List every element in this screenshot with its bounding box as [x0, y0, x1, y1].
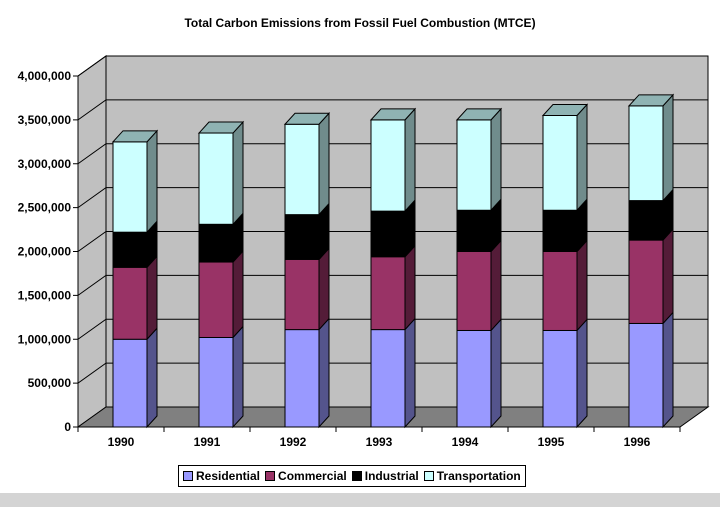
y-tick-label: 3,500,000 [18, 113, 72, 127]
legend-item: Residential [183, 469, 260, 483]
bar-residential-1996-side [662, 311, 674, 429]
bar-residential-1995 [542, 329, 578, 428]
legend: Residential Commercial Industrial Transport… [178, 465, 526, 487]
bar-transportation-1994 [456, 119, 492, 211]
bar-top-1991 [197, 121, 245, 134]
bar-transportation-1995 [542, 114, 578, 211]
bar-residential-1993 [370, 329, 406, 428]
legend-swatch [265, 471, 276, 481]
bar-transportation-1990-side [146, 129, 158, 234]
y-tick-label: 2,000,000 [18, 245, 72, 259]
x-tick-label: 1996 [624, 435, 651, 449]
y-tick-label: 500,000 [28, 376, 72, 390]
bar-transportation-1992-side [318, 111, 330, 216]
gridline [77, 99, 708, 121]
gridline [77, 187, 708, 209]
bottom-strip [0, 493, 720, 507]
bar-transportation-1990 [112, 141, 148, 233]
gridline [77, 318, 708, 340]
bar-transportation-1991-side [232, 120, 244, 226]
y-tick-label: 1,500,000 [18, 288, 72, 302]
bar-residential-1993-side [404, 317, 416, 429]
x-tick-label: 1994 [452, 435, 479, 449]
bar-transportation-1994-side [490, 107, 502, 212]
bar-residential-1994 [456, 329, 492, 428]
x-tick-label: 1995 [538, 435, 565, 449]
bar-commercial-1990-side [146, 255, 158, 341]
bar-industrial-1993 [370, 210, 406, 258]
legend-swatch [351, 471, 362, 481]
legend-label: Residential [196, 469, 261, 483]
legend-label: Commercial [278, 469, 347, 483]
x-tick-label: 1992 [280, 435, 307, 449]
bar-transportation-1996-side [662, 93, 674, 202]
bar-transportation-1992 [284, 123, 320, 216]
bar-residential-1990-side [146, 326, 158, 429]
legend-item: Industrial [351, 469, 419, 483]
bar-commercial-1995-side [576, 239, 588, 332]
bar-commercial-1992 [284, 258, 320, 331]
gridline [77, 55, 708, 77]
gridline [77, 143, 708, 165]
bar-residential-1994-side [490, 318, 502, 429]
bar-top-1994 [455, 108, 503, 121]
bar-industrial-1994 [456, 209, 492, 253]
gridline [77, 231, 708, 252]
x-tick-label: 1990 [108, 435, 135, 449]
bar-residential-1991 [198, 336, 234, 428]
bar-commercial-1995 [542, 251, 578, 331]
bar-industrial-1992 [284, 214, 320, 260]
bar-transportation-1993 [370, 119, 406, 212]
bar-residential-1995-side [576, 318, 588, 429]
gridline [77, 274, 708, 296]
bar-commercial-1990 [112, 266, 148, 340]
bar-top-1992 [283, 112, 331, 125]
legend-item: Transportation [423, 469, 521, 483]
bar-top-1993 [369, 108, 417, 121]
bar-commercial-1993 [370, 256, 406, 331]
bar-residential-1991-side [232, 325, 244, 429]
bar-commercial-1993-side [404, 244, 416, 331]
x-tick-label: 1991 [194, 435, 221, 449]
legend-item: Commercial [265, 469, 347, 483]
bar-commercial-1992-side [318, 247, 330, 331]
bar-transportation-1996 [628, 105, 664, 202]
bar-industrial-1996 [628, 200, 664, 241]
bar-residential-1992-side [318, 317, 330, 429]
bar-commercial-1991 [198, 261, 234, 338]
bar-transportation-1993-side [404, 107, 416, 213]
bar-residential-1990 [112, 338, 148, 428]
bar-commercial-1996 [628, 239, 664, 324]
chart-title: Total Carbon Emissions from Fossil Fuel … [184, 16, 536, 30]
x-tick-label: 1993 [366, 435, 393, 449]
bar-residential-1992 [284, 329, 320, 428]
legend-label: Industrial [364, 469, 419, 483]
bar-industrial-1991 [198, 223, 234, 263]
bar-commercial-1994-side [490, 239, 502, 332]
y-tick-label: 1,000,000 [18, 332, 72, 346]
y-tick-label: 4,000,000 [18, 69, 72, 83]
bar-commercial-1996-side [662, 227, 674, 325]
bar-industrial-1990 [112, 231, 148, 268]
bar-transportation-1991 [198, 132, 234, 225]
gridline [77, 362, 708, 384]
legend-swatch [423, 471, 434, 481]
bar-residential-1996 [628, 322, 664, 428]
bar-top-1996 [627, 94, 675, 107]
y-tick-label: 0 [64, 420, 71, 434]
bar-industrial-1995 [542, 209, 578, 253]
bar-transportation-1995-side [576, 103, 588, 212]
y-tick-label: 3,000,000 [18, 157, 72, 171]
y-tick-label: 2,500,000 [18, 201, 72, 215]
bar-top-1995 [541, 103, 589, 116]
legend-swatch [183, 471, 193, 481]
bar-commercial-1994 [456, 251, 492, 331]
bar-commercial-1991-side [232, 249, 244, 339]
legend-label: Transportation [436, 469, 521, 483]
bar-top-1990 [111, 130, 159, 143]
